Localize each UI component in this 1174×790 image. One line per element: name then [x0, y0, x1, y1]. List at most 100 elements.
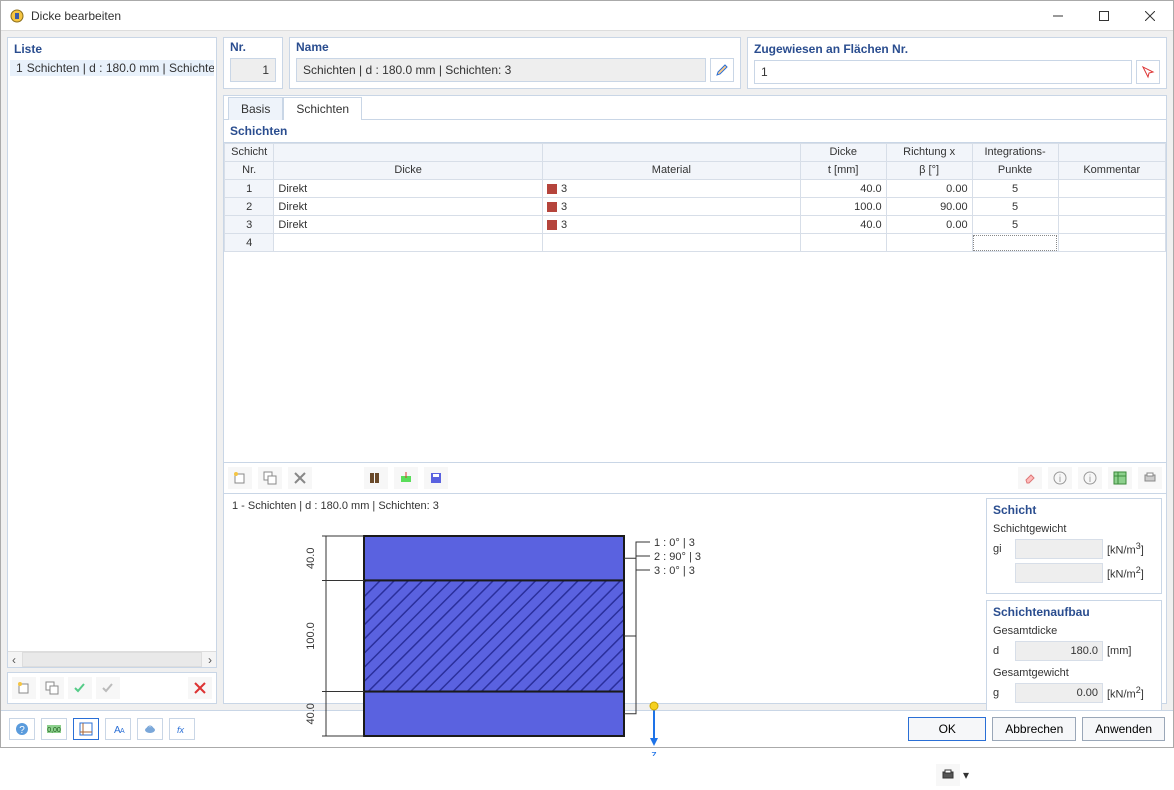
info-2-button[interactable]: i	[1078, 467, 1102, 489]
check-toggle-button[interactable]	[68, 677, 92, 699]
name-edit-button[interactable]	[710, 58, 734, 82]
table-cell[interactable]	[542, 234, 800, 252]
d-value: 180.0	[1015, 641, 1103, 661]
table-cell[interactable]	[1058, 198, 1165, 216]
spreadsheet-button[interactable]	[1108, 467, 1132, 489]
svg-text:z: z	[651, 749, 657, 756]
grid-origin-icon[interactable]	[73, 718, 99, 740]
header-row: Nr. 1 Name Schichten | d : 180.0 mm | Sc…	[223, 37, 1167, 89]
preview-footer: ▾	[224, 760, 980, 790]
table-cell[interactable]: 40.0	[800, 216, 886, 234]
svg-text:100.0: 100.0	[305, 622, 317, 650]
col-header[interactable]: Nr.	[225, 162, 274, 180]
minimize-button[interactable]	[1035, 1, 1081, 31]
assign-pick-button[interactable]	[1136, 60, 1160, 84]
tab-schichten[interactable]: Schichten	[283, 97, 362, 120]
table-cell[interactable]: 90.00	[886, 198, 972, 216]
table-cell[interactable]: 1	[225, 180, 274, 198]
units-icon[interactable]: 0,00	[41, 718, 67, 740]
nr-value: 1	[230, 58, 276, 82]
col-header[interactable]: Punkte	[972, 162, 1058, 180]
table-cell[interactable]: 5	[972, 180, 1058, 198]
table-cell[interactable]: Direkt	[274, 180, 543, 198]
import-layer-button[interactable]	[394, 467, 418, 489]
col-header[interactable]: t [mm]	[800, 162, 886, 180]
info-1-button[interactable]: i	[1048, 467, 1072, 489]
col-header[interactable]	[1058, 144, 1165, 162]
table-cell[interactable]	[800, 234, 886, 252]
table-cell[interactable]: 0.00	[886, 216, 972, 234]
table-row[interactable]: 4	[225, 234, 1166, 252]
col-header[interactable]	[542, 144, 800, 162]
table-cell[interactable]: Direkt	[274, 198, 543, 216]
check-toggle-2-button[interactable]	[96, 677, 120, 699]
delete-row-button[interactable]	[288, 467, 312, 489]
svg-text:1 : 0° | 3: 1 : 0° | 3	[654, 537, 695, 549]
print-preview-dropdown[interactable]: ▾	[960, 764, 972, 786]
print-preview-button[interactable]	[936, 764, 960, 786]
table-row[interactable]: 3Direkt340.00.005	[225, 216, 1166, 234]
table-cell[interactable]	[886, 234, 972, 252]
table-cell[interactable]	[274, 234, 543, 252]
list-panel-title: Liste	[8, 38, 216, 60]
maximize-button[interactable]	[1081, 1, 1127, 31]
scroll-track[interactable]	[22, 652, 202, 667]
svg-text:fx: fx	[177, 725, 185, 735]
col-header[interactable]: β [°]	[886, 162, 972, 180]
mid-toolbar: i i	[224, 462, 1166, 493]
duplicate-button[interactable]	[40, 677, 64, 699]
table-cell[interactable]: 5	[972, 216, 1058, 234]
help-icon[interactable]: ?	[9, 718, 35, 740]
gi-value-2	[1015, 563, 1103, 583]
new-item-button[interactable]	[12, 677, 36, 699]
cancel-button[interactable]: Abbrechen	[992, 717, 1076, 741]
col-header[interactable]: Kommentar	[1058, 162, 1165, 180]
table-cell[interactable]: Direkt	[274, 216, 543, 234]
col-header[interactable]: Schicht	[225, 144, 274, 162]
table-cell[interactable]: 3	[542, 180, 800, 198]
col-header[interactable]: Richtung x	[886, 144, 972, 162]
close-button[interactable]	[1127, 1, 1173, 31]
svg-text:2 : 90° | 3: 2 : 90° | 3	[654, 551, 701, 563]
col-header[interactable]: Material	[542, 162, 800, 180]
table-cell[interactable]	[972, 234, 1058, 252]
new-row-button[interactable]	[228, 467, 252, 489]
col-header[interactable]: Integrations-	[972, 144, 1058, 162]
table-cell[interactable]: 3	[225, 216, 274, 234]
col-header[interactable]	[274, 144, 543, 162]
text-scale-icon[interactable]: AA	[105, 718, 131, 740]
tab-basis[interactable]: Basis	[228, 97, 283, 120]
fx-icon[interactable]: fx	[169, 718, 195, 740]
print-grid-button[interactable]	[1138, 467, 1162, 489]
schichten-title: Schichten	[224, 120, 1166, 142]
table-cell[interactable]: 40.0	[800, 180, 886, 198]
table-cell[interactable]: 3	[542, 216, 800, 234]
col-header[interactable]: Dicke	[800, 144, 886, 162]
table-cell[interactable]: 0.00	[886, 180, 972, 198]
scroll-right-icon[interactable]: ›	[204, 653, 216, 667]
table-cell[interactable]: 5	[972, 198, 1058, 216]
table-row[interactable]: 2Direkt3100.090.005	[225, 198, 1166, 216]
apply-button[interactable]: Anwenden	[1082, 717, 1165, 741]
table-row[interactable]: 1Direkt340.00.005	[225, 180, 1166, 198]
table-cell[interactable]	[1058, 234, 1165, 252]
col-header[interactable]: Dicke	[274, 162, 543, 180]
table-cell[interactable]	[1058, 180, 1165, 198]
render-icon[interactable]	[137, 718, 163, 740]
table-cell[interactable]	[1058, 216, 1165, 234]
list-horizontal-scrollbar[interactable]: ‹ ›	[8, 651, 216, 667]
table-cell[interactable]: 2	[225, 198, 274, 216]
table-cell[interactable]: 100.0	[800, 198, 886, 216]
scroll-left-icon[interactable]: ‹	[8, 653, 20, 667]
eraser-button[interactable]	[1018, 467, 1042, 489]
delete-list-item-button[interactable]	[188, 677, 212, 699]
list-item[interactable]: 1 Schichten | d : 180.0 mm | Schichten: …	[10, 60, 214, 76]
assign-input[interactable]: 1	[754, 60, 1132, 84]
library-button[interactable]	[364, 467, 388, 489]
save-layer-button[interactable]	[424, 467, 448, 489]
aufbau-panel: Schichtenaufbau Gesamtdicke d 180.0 [mm]…	[986, 600, 1162, 714]
table-cell[interactable]: 3	[542, 198, 800, 216]
table-cell[interactable]: 4	[225, 234, 274, 252]
new-row-after-button[interactable]	[258, 467, 282, 489]
name-input[interactable]: Schichten | d : 180.0 mm | Schichten: 3	[296, 58, 706, 82]
